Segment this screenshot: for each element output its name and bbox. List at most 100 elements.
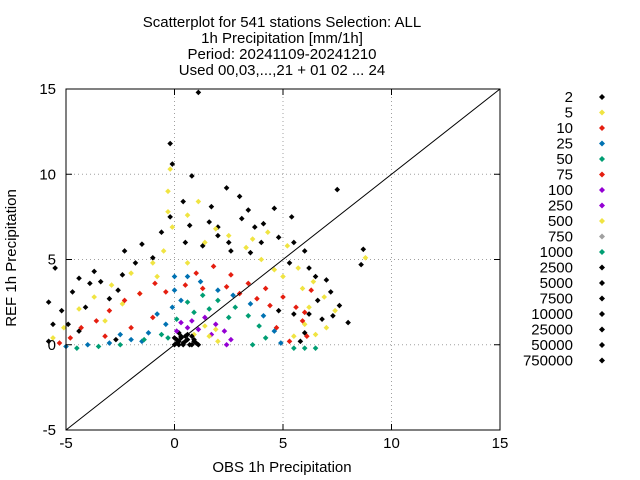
title-line-1: Scatterplot for 541 stations Selection: … — [143, 14, 422, 31]
scatter-point — [178, 297, 184, 304]
y-axis-label: REF 1h Precipitation — [3, 189, 20, 327]
scatter-point — [215, 297, 221, 304]
scatter-point — [232, 304, 239, 311]
scatter-point — [195, 89, 202, 96]
scatter-point — [158, 229, 165, 236]
scatter-point — [152, 280, 158, 287]
scatter-point — [288, 214, 295, 220]
legend-marker — [599, 342, 605, 348]
legend-marker — [599, 295, 605, 302]
scatter-point — [310, 278, 317, 285]
legend-label: 10 — [556, 120, 573, 137]
scatter-point — [358, 261, 364, 268]
legend-marker — [599, 311, 605, 317]
scatter-point — [212, 326, 219, 333]
scatter-point — [50, 321, 56, 328]
scatter-point — [301, 309, 308, 316]
scatter-point — [291, 333, 297, 340]
scatter-point — [243, 244, 249, 251]
scatter-point — [291, 311, 297, 317]
scatter-point — [321, 294, 328, 300]
scatter-point — [301, 345, 308, 351]
scatter-point — [280, 273, 286, 280]
scatter-point — [206, 333, 213, 340]
legend-label: 75 — [556, 167, 573, 184]
scatter-point — [178, 319, 184, 326]
scatter-point — [304, 333, 310, 340]
scatter-point — [158, 331, 165, 338]
scatter-point — [169, 161, 176, 167]
scatter-point — [78, 324, 84, 331]
scatter-point — [132, 260, 139, 266]
scatter-point — [199, 285, 206, 292]
scatter-point — [258, 256, 265, 263]
scatter-point — [221, 328, 228, 334]
scatter-point — [225, 232, 232, 239]
scatter-point — [271, 266, 278, 273]
scatter-point — [186, 341, 193, 348]
scatter-point — [139, 338, 145, 345]
scatter-point — [169, 304, 176, 311]
scatter-point — [199, 243, 206, 249]
axis-ticks: -5 0 5 10 15 -5 0 5 10 15 — [39, 81, 508, 452]
scatter-point — [223, 185, 230, 191]
scatter-point — [215, 224, 221, 230]
scatter-point — [230, 292, 236, 299]
scatter-point — [150, 254, 156, 261]
scatter-point — [106, 307, 113, 314]
y-tick-label: 0 — [48, 337, 56, 354]
scatter-point — [176, 341, 182, 348]
scatter-point — [228, 272, 234, 278]
legend-label: 1000 — [540, 244, 573, 261]
scatter-point — [228, 336, 234, 343]
scatter-point — [314, 297, 321, 304]
scatter-point — [76, 275, 82, 282]
legend-label: 25 — [556, 136, 573, 153]
legend-label: 750000 — [523, 353, 573, 370]
legend: 2510255075100250500750100025005000750010… — [523, 89, 605, 370]
scatter-point — [167, 214, 173, 220]
x-axis-label: OBS 1h Precipitation — [212, 459, 351, 476]
scatter-point — [91, 294, 98, 300]
scatter-point — [93, 318, 100, 324]
x-tick-label: 10 — [383, 435, 400, 452]
scatter-point — [362, 254, 369, 261]
scatter-point — [260, 220, 267, 227]
scatter-point — [128, 336, 134, 343]
scatter-point — [334, 186, 341, 193]
legend-marker — [599, 357, 605, 364]
x-tick-label: -5 — [59, 435, 72, 452]
scatter-point — [195, 198, 202, 205]
scatter-point — [171, 273, 178, 280]
scatter-point — [106, 340, 113, 346]
scatter-point — [189, 333, 195, 340]
scatter-point — [247, 301, 254, 307]
scatter-point — [332, 307, 338, 314]
scatter-point — [306, 265, 312, 271]
scatter-point — [108, 282, 115, 288]
scatter-point — [312, 273, 319, 280]
scatter-point — [327, 289, 334, 295]
legend-label: 7500 — [540, 291, 573, 308]
scatter-point — [284, 243, 291, 249]
scatter-point — [87, 280, 93, 287]
scatter-point — [286, 338, 293, 345]
scatter-point — [306, 304, 312, 311]
legend-label: 50000 — [531, 337, 573, 354]
scatter-point — [191, 338, 197, 345]
legend-label: 5000 — [540, 275, 573, 292]
legend-label: 2 — [565, 89, 573, 106]
legend-label: 500 — [548, 213, 573, 230]
data-points — [45, 89, 369, 351]
scatter-point — [171, 335, 178, 341]
scatter-point — [182, 282, 189, 288]
scatter-point — [245, 207, 252, 213]
scatter-point — [165, 335, 171, 341]
scatter-point — [238, 215, 245, 222]
legend-label: 50 — [556, 151, 573, 168]
scatter-point — [119, 272, 126, 278]
scatter-point — [184, 336, 191, 343]
scatter-point — [61, 324, 67, 331]
scatter-point — [173, 316, 180, 322]
